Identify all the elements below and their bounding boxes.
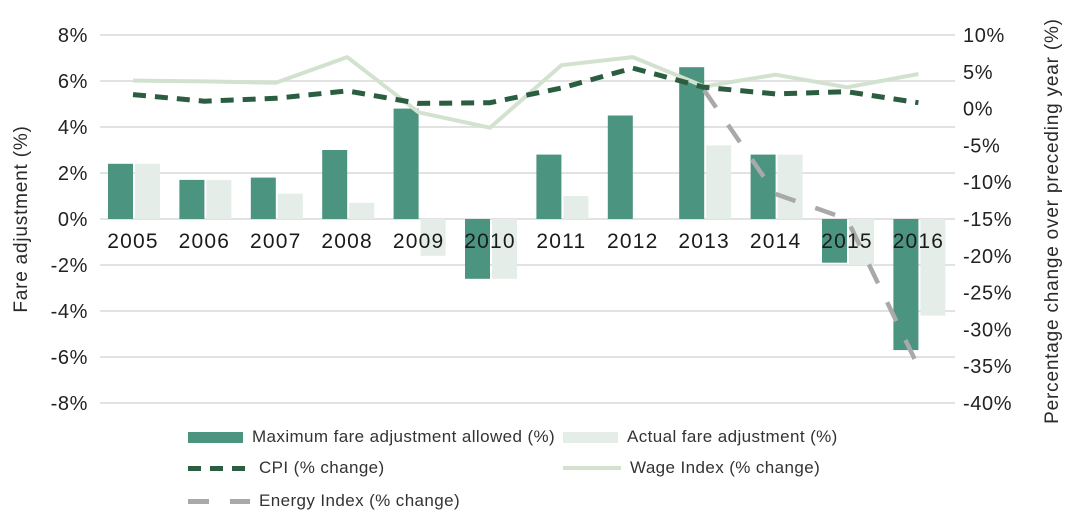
left-axis-tick: -2% bbox=[51, 255, 88, 277]
right-axis-tick: 5% bbox=[963, 62, 993, 84]
bar-actual-fare bbox=[206, 179, 232, 219]
bar-actual-fare bbox=[920, 219, 946, 316]
legend-item-cpi: CPI (% change) bbox=[188, 457, 385, 479]
right-axis-tick: -10% bbox=[963, 172, 1012, 194]
year-label: 2015 bbox=[821, 230, 873, 253]
legend-label: CPI (% change) bbox=[259, 458, 385, 477]
bar-maximum-fare bbox=[108, 163, 133, 219]
energy-index-line bbox=[702, 88, 921, 368]
bar-maximum-fare bbox=[250, 177, 276, 219]
legend-item-energy-index: Energy Index (% change) bbox=[188, 490, 460, 512]
year-label: 2006 bbox=[179, 230, 231, 253]
bar-actual-fare bbox=[349, 202, 375, 219]
right-axis-tick: -20% bbox=[963, 246, 1012, 268]
legend-label: Wage Index (% change) bbox=[630, 458, 821, 477]
left-axis-tick: 0% bbox=[58, 209, 88, 231]
bar-maximum-fare bbox=[822, 219, 847, 263]
right-axis-tick: 10% bbox=[963, 25, 1005, 47]
year-label: 2010 bbox=[464, 230, 516, 253]
year-label: 2007 bbox=[250, 230, 302, 253]
legend-label: Energy Index (% change) bbox=[259, 491, 461, 510]
year-label: 2016 bbox=[893, 230, 945, 253]
year-label: 2014 bbox=[750, 230, 802, 253]
cpi-line bbox=[132, 65, 919, 106]
left-axis-tick: 4% bbox=[58, 117, 88, 139]
left-axis-tick: -6% bbox=[51, 347, 88, 369]
left-axis-tick: -8% bbox=[51, 393, 88, 415]
bar-maximum-fare bbox=[393, 108, 419, 219]
year-label: 2008 bbox=[321, 230, 373, 253]
year-label: 2012 bbox=[607, 230, 659, 253]
bar-maximum-fare bbox=[536, 154, 562, 219]
right-axis-tick: -40% bbox=[963, 393, 1012, 415]
bar-actual-fare bbox=[777, 154, 803, 219]
right-axis-tick: -30% bbox=[963, 319, 1012, 341]
right-axis-tick: -5% bbox=[963, 135, 1000, 157]
legend-label: Maximum fare adjustment allowed (%) bbox=[252, 427, 556, 446]
right-axis-tick: 0% bbox=[963, 99, 993, 121]
bar-maximum-fare bbox=[465, 219, 490, 279]
actual-fare-swatch bbox=[563, 431, 618, 443]
legend-item-wage-index: Wage Index (% change) bbox=[563, 457, 820, 479]
bar-maximum-fare bbox=[179, 179, 205, 219]
wage-index-line bbox=[132, 55, 919, 130]
bar-maximum-fare bbox=[679, 67, 705, 219]
right-axis-tick: -35% bbox=[963, 356, 1012, 378]
bar-actual-fare bbox=[420, 219, 446, 256]
right-axis-tick: -25% bbox=[963, 283, 1012, 305]
bar-maximum-fare bbox=[893, 219, 919, 351]
bar-actual-fare bbox=[135, 163, 160, 219]
bar-actual-fare bbox=[563, 196, 589, 219]
left-axis-tick: 8% bbox=[58, 25, 88, 47]
bar-actual-fare bbox=[277, 193, 303, 219]
left-axis-tick: 2% bbox=[58, 163, 88, 185]
legend-item-max-fare: Maximum fare adjustment allowed (%) bbox=[188, 426, 555, 448]
right-axis-tick: -15% bbox=[963, 209, 1012, 231]
year-label: 2005 bbox=[107, 230, 159, 253]
wage-line-swatch bbox=[563, 466, 621, 470]
year-label: 2011 bbox=[536, 230, 586, 253]
year-label: 2013 bbox=[678, 230, 730, 253]
legend-item-actual-fare: Actual fare adjustment (%) bbox=[563, 426, 838, 448]
bar-actual-fare bbox=[706, 145, 732, 219]
legend-label: Actual fare adjustment (%) bbox=[627, 427, 838, 446]
bar-maximum-fare bbox=[322, 150, 348, 219]
cpi-line-swatch bbox=[188, 465, 250, 471]
bar-maximum-fare bbox=[607, 115, 633, 219]
year-label: 2009 bbox=[393, 230, 445, 253]
left-axis-tick: -4% bbox=[51, 301, 88, 323]
left-axis-tick: 6% bbox=[58, 71, 88, 93]
bar-actual-fare bbox=[492, 219, 517, 279]
max-fare-swatch bbox=[188, 431, 243, 443]
energy-line-swatch bbox=[188, 498, 250, 504]
